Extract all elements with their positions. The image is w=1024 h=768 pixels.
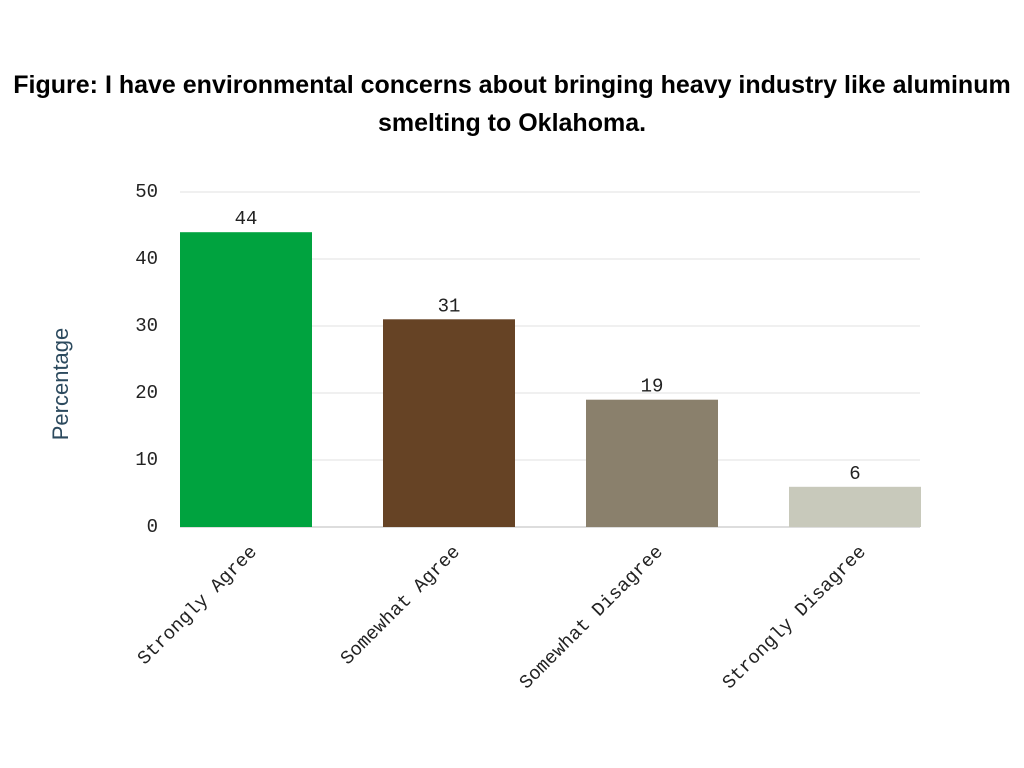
x-tick-label: Strongly Agree (133, 541, 261, 669)
chart-title: Figure: I have environmental concerns ab… (13, 71, 1011, 137)
y-tick-label: 0 (147, 516, 158, 538)
data-label: 31 (438, 295, 461, 317)
data-label: 6 (849, 463, 860, 485)
bar (586, 399, 718, 527)
x-tick-label: Strongly Disagree (718, 541, 871, 694)
bar (789, 486, 921, 527)
x-tick-label: Somewhat Disagree (515, 541, 668, 694)
x-tick-label: Somewhat Agree (336, 541, 464, 669)
y-tick-label: 10 (135, 449, 158, 471)
data-label: 44 (235, 208, 258, 230)
y-tick-label: 30 (135, 315, 158, 337)
data-label: 19 (641, 376, 664, 398)
y-tick-label: 50 (135, 181, 158, 203)
y-tick-label: 40 (135, 248, 158, 270)
bar (383, 319, 515, 527)
y-tick-label: 20 (135, 382, 158, 404)
bar (180, 232, 312, 527)
y-axis-label: Percentage (48, 328, 73, 441)
